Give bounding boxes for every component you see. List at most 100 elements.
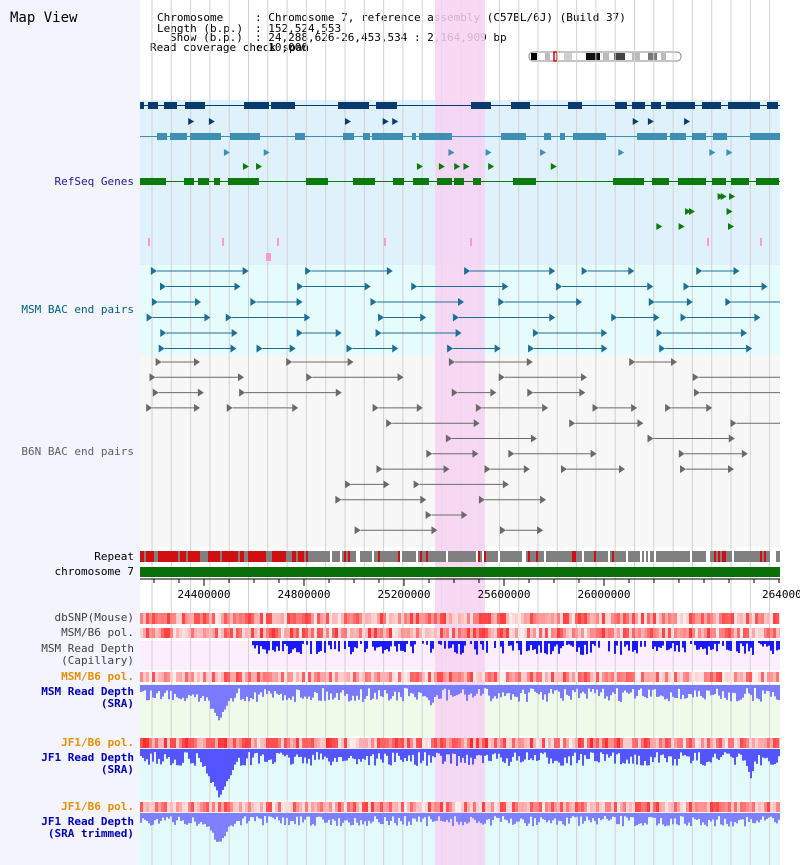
depth-bar xyxy=(488,813,490,819)
pol-cell xyxy=(272,738,275,748)
repeat-mark xyxy=(222,551,224,562)
depth-bar xyxy=(186,685,188,699)
depth-bar xyxy=(714,813,716,827)
pol-cell xyxy=(374,613,377,624)
depth-bar xyxy=(684,641,686,653)
pol-cell xyxy=(404,628,407,638)
pol-cell xyxy=(614,613,617,624)
depth-bar xyxy=(456,813,458,822)
pol-cell xyxy=(242,738,245,748)
pol-cell xyxy=(248,613,251,624)
depth-bar xyxy=(410,641,412,647)
depth-bar xyxy=(584,813,586,821)
depth-bar xyxy=(520,749,522,763)
pol-cell xyxy=(281,628,284,638)
depth-bar xyxy=(514,685,516,697)
depth-bar xyxy=(754,685,756,689)
pol-cell xyxy=(377,613,380,624)
depth-bar xyxy=(194,749,196,766)
gene-arrow xyxy=(438,163,445,170)
pol-cell xyxy=(263,613,266,624)
msm-bac-end xyxy=(458,298,465,306)
depth-bar xyxy=(712,749,714,758)
pol-cell xyxy=(320,613,323,624)
msm-bac-end xyxy=(556,282,563,291)
depth-bar xyxy=(260,641,262,647)
pol-cell xyxy=(278,738,281,748)
repeat-mark xyxy=(626,551,628,562)
depth-bar xyxy=(712,685,714,695)
chromosome-ideogram[interactable] xyxy=(528,51,684,63)
depth-bar xyxy=(698,813,700,819)
pol-cell xyxy=(215,613,218,624)
pol-cell xyxy=(227,628,230,638)
b6n-bac-end xyxy=(637,419,644,428)
depth-bar xyxy=(214,749,216,787)
pol-cell xyxy=(554,802,557,812)
genome-tracks-canvas[interactable]: 24400000 24800000 25200000 25600000 26000000 xyxy=(140,0,780,865)
pol-cell xyxy=(281,738,284,748)
pol-cell xyxy=(461,672,464,682)
depth-bar xyxy=(264,685,266,690)
pol-cell xyxy=(362,738,365,748)
depth-bar xyxy=(588,813,590,821)
depth-bar xyxy=(344,641,346,650)
depth-bar xyxy=(578,749,580,761)
pol-cell xyxy=(239,802,242,812)
depth-bar xyxy=(694,813,696,820)
repeat-mark xyxy=(708,551,710,562)
pol-cell xyxy=(377,738,380,748)
depth-bar xyxy=(694,641,696,646)
page-title: Map View xyxy=(10,10,78,26)
depth-bar xyxy=(510,813,512,819)
pol-cell xyxy=(665,802,668,812)
pol-cell xyxy=(410,802,413,812)
depth-bar xyxy=(594,685,596,694)
depth-bar xyxy=(690,685,692,695)
depth-bar xyxy=(466,685,468,701)
depth-bar xyxy=(170,685,172,691)
pol-cell xyxy=(539,802,542,812)
pol-cell xyxy=(512,613,515,624)
pol-cell xyxy=(434,738,437,748)
pol-cell xyxy=(572,802,575,812)
pol-cell xyxy=(209,628,212,638)
depth-bar xyxy=(160,813,162,822)
depth-bar xyxy=(346,749,348,761)
pol-cell xyxy=(305,802,308,812)
depth-bar xyxy=(540,685,542,692)
pol-cell xyxy=(701,672,704,682)
pol-cell xyxy=(167,738,170,748)
msm-bac-end xyxy=(452,313,459,322)
depth-bar xyxy=(208,749,210,777)
depth-bar xyxy=(156,749,158,764)
pol-cell xyxy=(236,802,239,812)
pol-cell xyxy=(146,672,149,682)
depth-bar xyxy=(184,685,186,702)
depth-bar xyxy=(252,813,254,818)
pol-cell xyxy=(716,738,719,748)
depth-bar xyxy=(286,813,288,819)
pol-cell xyxy=(362,802,365,812)
depth-bar xyxy=(308,685,310,697)
depth-bar xyxy=(502,685,504,693)
pol-cell xyxy=(629,738,632,748)
track-features[interactable] xyxy=(140,102,780,842)
pol-cell xyxy=(593,628,596,638)
depth-bar xyxy=(606,685,608,697)
pol-cell xyxy=(215,628,218,638)
pol-cell xyxy=(674,613,677,624)
pol-cell xyxy=(401,613,404,624)
depth-bar xyxy=(284,685,286,696)
pol-cell xyxy=(392,738,395,748)
pol-cell xyxy=(470,613,473,624)
depth-bar xyxy=(608,813,610,821)
depth-bar xyxy=(502,749,504,762)
repeat-mark xyxy=(706,551,708,562)
gene-arrow xyxy=(647,118,654,125)
depth-bar xyxy=(262,749,264,755)
depth-bar xyxy=(330,813,332,825)
depth-bar xyxy=(560,813,562,821)
repeat-mark xyxy=(146,551,148,562)
depth-bar xyxy=(288,641,290,655)
